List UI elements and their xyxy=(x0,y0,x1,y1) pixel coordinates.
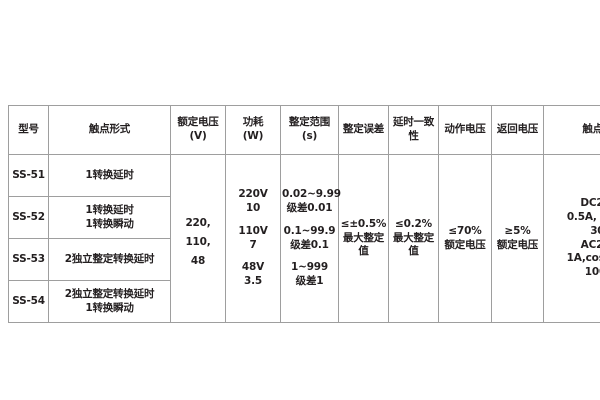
cell-rated-voltage: 220, 110, 48 xyxy=(170,154,226,323)
column-header-power: 功耗 (W) xyxy=(225,105,281,155)
delay-consistency-value: ≤0.2% xyxy=(395,217,432,230)
return-voltage-note: 额定电压 xyxy=(496,238,539,251)
cell-model: SS-51 xyxy=(8,154,49,197)
contact-form-line: 2独立整定转换延时 xyxy=(64,252,155,265)
table-row: SS-53 2独立整定转换延时 xyxy=(8,238,600,281)
setting-range-value: 0.02~9.99 xyxy=(282,187,341,200)
column-header-return-voltage: 返回电压 xyxy=(491,105,544,155)
power-watts: 3.5 xyxy=(243,275,262,288)
contact-form-line: 1转换延时 xyxy=(85,168,134,181)
contact-capacity-line: AC250V xyxy=(580,238,600,251)
contact-form-line: 2独立整定转换延时 xyxy=(64,287,155,300)
table-row: SS-51 1转换延时 220, 110, 48 xyxy=(8,154,600,323)
header-text: 动作电压 xyxy=(444,123,486,136)
header-unit: (W) xyxy=(242,130,264,142)
cell-model: SS-52 xyxy=(8,196,49,239)
setting-range-step: 级差0.01 xyxy=(286,201,333,214)
cell-setting-error: ≤±0.5% 最大整定 值 xyxy=(338,154,389,323)
column-header-contact-form: 触点形式 xyxy=(48,105,171,155)
rated-voltage-value: 110, xyxy=(185,236,211,249)
rated-voltage-value: 220, xyxy=(185,217,211,230)
cell-contact-form: 2独立整定转换延时 1转换瞬动 xyxy=(48,280,171,323)
setting-range-value: 0.1~99.9 xyxy=(283,224,336,237)
cell-return-voltage: ≥5% 额定电压 xyxy=(491,154,544,323)
column-header-rated-voltage: 额定电压 (V) xyxy=(170,105,226,155)
power-voltage: 220V xyxy=(238,187,268,200)
contact-capacity-line: 1A,cosφ=0.4 xyxy=(566,252,600,265)
cell-contact-form: 1转换延时 xyxy=(48,154,171,197)
cell-power-consumption: 220V 10 110V 7 48V 3.5 xyxy=(225,154,281,323)
delay-consistency-note-cont: 值 xyxy=(408,245,419,258)
cell-delay-consistency: ≤0.2% 最大整定 值 xyxy=(388,154,439,323)
header-text: 返回电压 xyxy=(496,123,539,136)
cell-model: SS-53 xyxy=(8,238,49,281)
column-header-delay-consistency: 延时一致性 xyxy=(388,105,439,155)
table-header-row: 型号 触点形式 额定电压 (V) 功耗 (W) 整定范围 (s) 整定误差 延时一致性… xyxy=(8,105,600,155)
power-voltage: 110V xyxy=(238,224,268,237)
cell-contact-form: 2独立整定转换延时 xyxy=(48,238,171,281)
cell-model: SS-54 xyxy=(8,280,49,323)
table-row: SS-52 1转换延时 1转换瞬动 xyxy=(8,196,600,239)
setting-range-step: 级差0.1 xyxy=(290,238,329,251)
header-text: 型号 xyxy=(18,123,39,136)
column-header-contact-capacity: 触点容量 xyxy=(543,105,600,155)
header-text: 触点容量 xyxy=(582,123,600,136)
power-watts: 7 xyxy=(249,238,257,251)
delay-consistency-note: 最大整定 xyxy=(392,231,435,244)
action-voltage-note: 额定电压 xyxy=(444,238,486,251)
setting-error-note: 最大整定 xyxy=(342,231,385,244)
cell-contact-capacity: DC250V 0.5A, τ=5ms 30W AC250V 1A,cosφ=0.… xyxy=(543,154,600,323)
header-text: 触点形式 xyxy=(88,123,131,136)
column-header-model: 型号 xyxy=(8,105,49,155)
power-voltage: 48V xyxy=(241,261,265,274)
column-header-setting-error: 整定误差 xyxy=(338,105,389,155)
action-voltage-value: ≤70% xyxy=(448,224,482,237)
table-row: SS-54 2独立整定转换延时 1转换瞬动 xyxy=(8,280,600,323)
cell-setting-range: 0.02~9.99 级差0.01 0.1~99.9 级差0.1 1~999 级差… xyxy=(280,154,341,323)
cell-contact-form: 1转换延时 1转换瞬动 xyxy=(48,196,171,239)
rated-voltage-value: 48 xyxy=(190,254,206,267)
specification-table: 型号 触点形式 额定电压 (V) 功耗 (W) 整定范围 (s) 整定误差 延时一致性… xyxy=(8,105,600,323)
contact-form-line: 1转换延时 xyxy=(85,203,134,216)
header-text: 整定误差 xyxy=(342,123,385,136)
column-header-action-voltage: 动作电压 xyxy=(438,105,492,155)
spec-table-container: 型号 触点形式 额定电压 (V) 功耗 (W) 整定范围 (s) 整定误差 延时一致性… xyxy=(8,105,600,323)
header-text: 功耗 xyxy=(242,116,264,129)
setting-range-value: 1~999 xyxy=(290,261,329,274)
contact-capacity-line: DC250V xyxy=(580,196,600,209)
header-text: 额定电压 xyxy=(177,116,219,129)
header-unit: (V) xyxy=(189,130,207,142)
contact-form-line: 1转换瞬动 xyxy=(85,217,134,230)
setting-error-value: ≤±0.5% xyxy=(340,217,387,230)
return-voltage-value: ≥5% xyxy=(504,224,531,237)
contact-capacity-line: 30W xyxy=(590,224,600,237)
contact-capacity-line: 0.5A, τ=5ms xyxy=(566,210,600,223)
power-watts: 10 xyxy=(245,201,261,214)
setting-range-step: 级差1 xyxy=(295,275,324,288)
header-text: 延时一致 xyxy=(392,116,435,129)
column-header-setting-range: 整定范围 (s) xyxy=(280,105,339,155)
setting-error-note-cont: 值 xyxy=(358,245,369,258)
header-unit: (s) xyxy=(301,130,318,142)
cell-action-voltage: ≤70% 额定电压 xyxy=(438,154,492,323)
contact-capacity-line: 100VA xyxy=(584,266,600,279)
contact-form-line: 1转换瞬动 xyxy=(85,301,134,314)
header-text-cont: 性 xyxy=(408,130,419,142)
header-text: 整定范围 xyxy=(288,116,331,129)
